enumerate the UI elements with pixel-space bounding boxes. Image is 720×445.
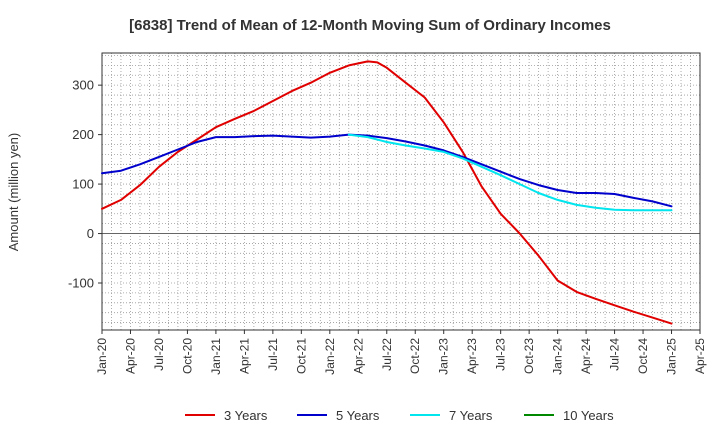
y-tick-label: 0 [87,226,94,241]
x-tick-label: Apr-20 [123,338,137,374]
x-tick-label: Jan-20 [95,338,109,375]
x-tick-label: Apr-22 [351,338,365,374]
x-tick-label: Apr-23 [465,338,479,374]
x-tick-label: Jul-20 [152,338,166,371]
plot-area [101,52,701,331]
y-axis-ticks: 300 200 100 0 -100 [68,78,102,291]
x-tick-label: Jul-22 [380,338,394,371]
x-tick-label: Jan-23 [437,338,451,375]
legend-label: 5 Years [336,408,380,423]
legend: 3 Years 5 Years 7 Years 10 Years [185,408,614,423]
x-tick-label: Jan-24 [551,338,565,375]
x-tick-label: Oct-20 [180,338,194,374]
gridlines [102,53,700,330]
x-tick-label: Jul-24 [608,338,622,371]
x-tick-label: Jul-21 [266,338,280,371]
y-tick-label: 100 [72,177,94,192]
x-tick-label: Jan-25 [665,338,679,375]
x-tick-label: Apr-25 [693,338,707,374]
chart-title: [6838] Trend of Mean of 12-Month Moving … [129,17,611,34]
x-tick-label: Oct-22 [408,338,422,374]
y-tick-label: 200 [72,127,94,142]
legend-label: 7 Years [449,408,493,423]
x-tick-label: Apr-24 [579,338,593,374]
x-tick-label: Jan-22 [323,338,337,375]
x-tick-label: Jan-21 [209,338,223,375]
x-tick-label: Oct-24 [636,338,650,374]
legend-label: 10 Years [563,408,614,423]
series-line-5-years [101,133,673,208]
x-tick-label: Oct-21 [294,338,308,374]
series-line-7-years [347,133,673,212]
x-axis-ticks: Jan-20 Apr-20 Jul-20 Oct-20 Jan-21 Apr-21 Jul-… [95,330,707,375]
x-tick-label: Jul-23 [494,338,508,371]
y-axis-label: Amount (million yen) [6,133,21,252]
legend-label: 3 Years [224,408,268,423]
y-tick-label: -100 [68,276,94,291]
series-lines [101,60,673,325]
series-line-3-years [101,60,673,325]
y-tick-label: 300 [72,78,94,93]
x-tick-label: Oct-23 [522,338,536,374]
x-tick-label: Apr-21 [237,338,251,374]
